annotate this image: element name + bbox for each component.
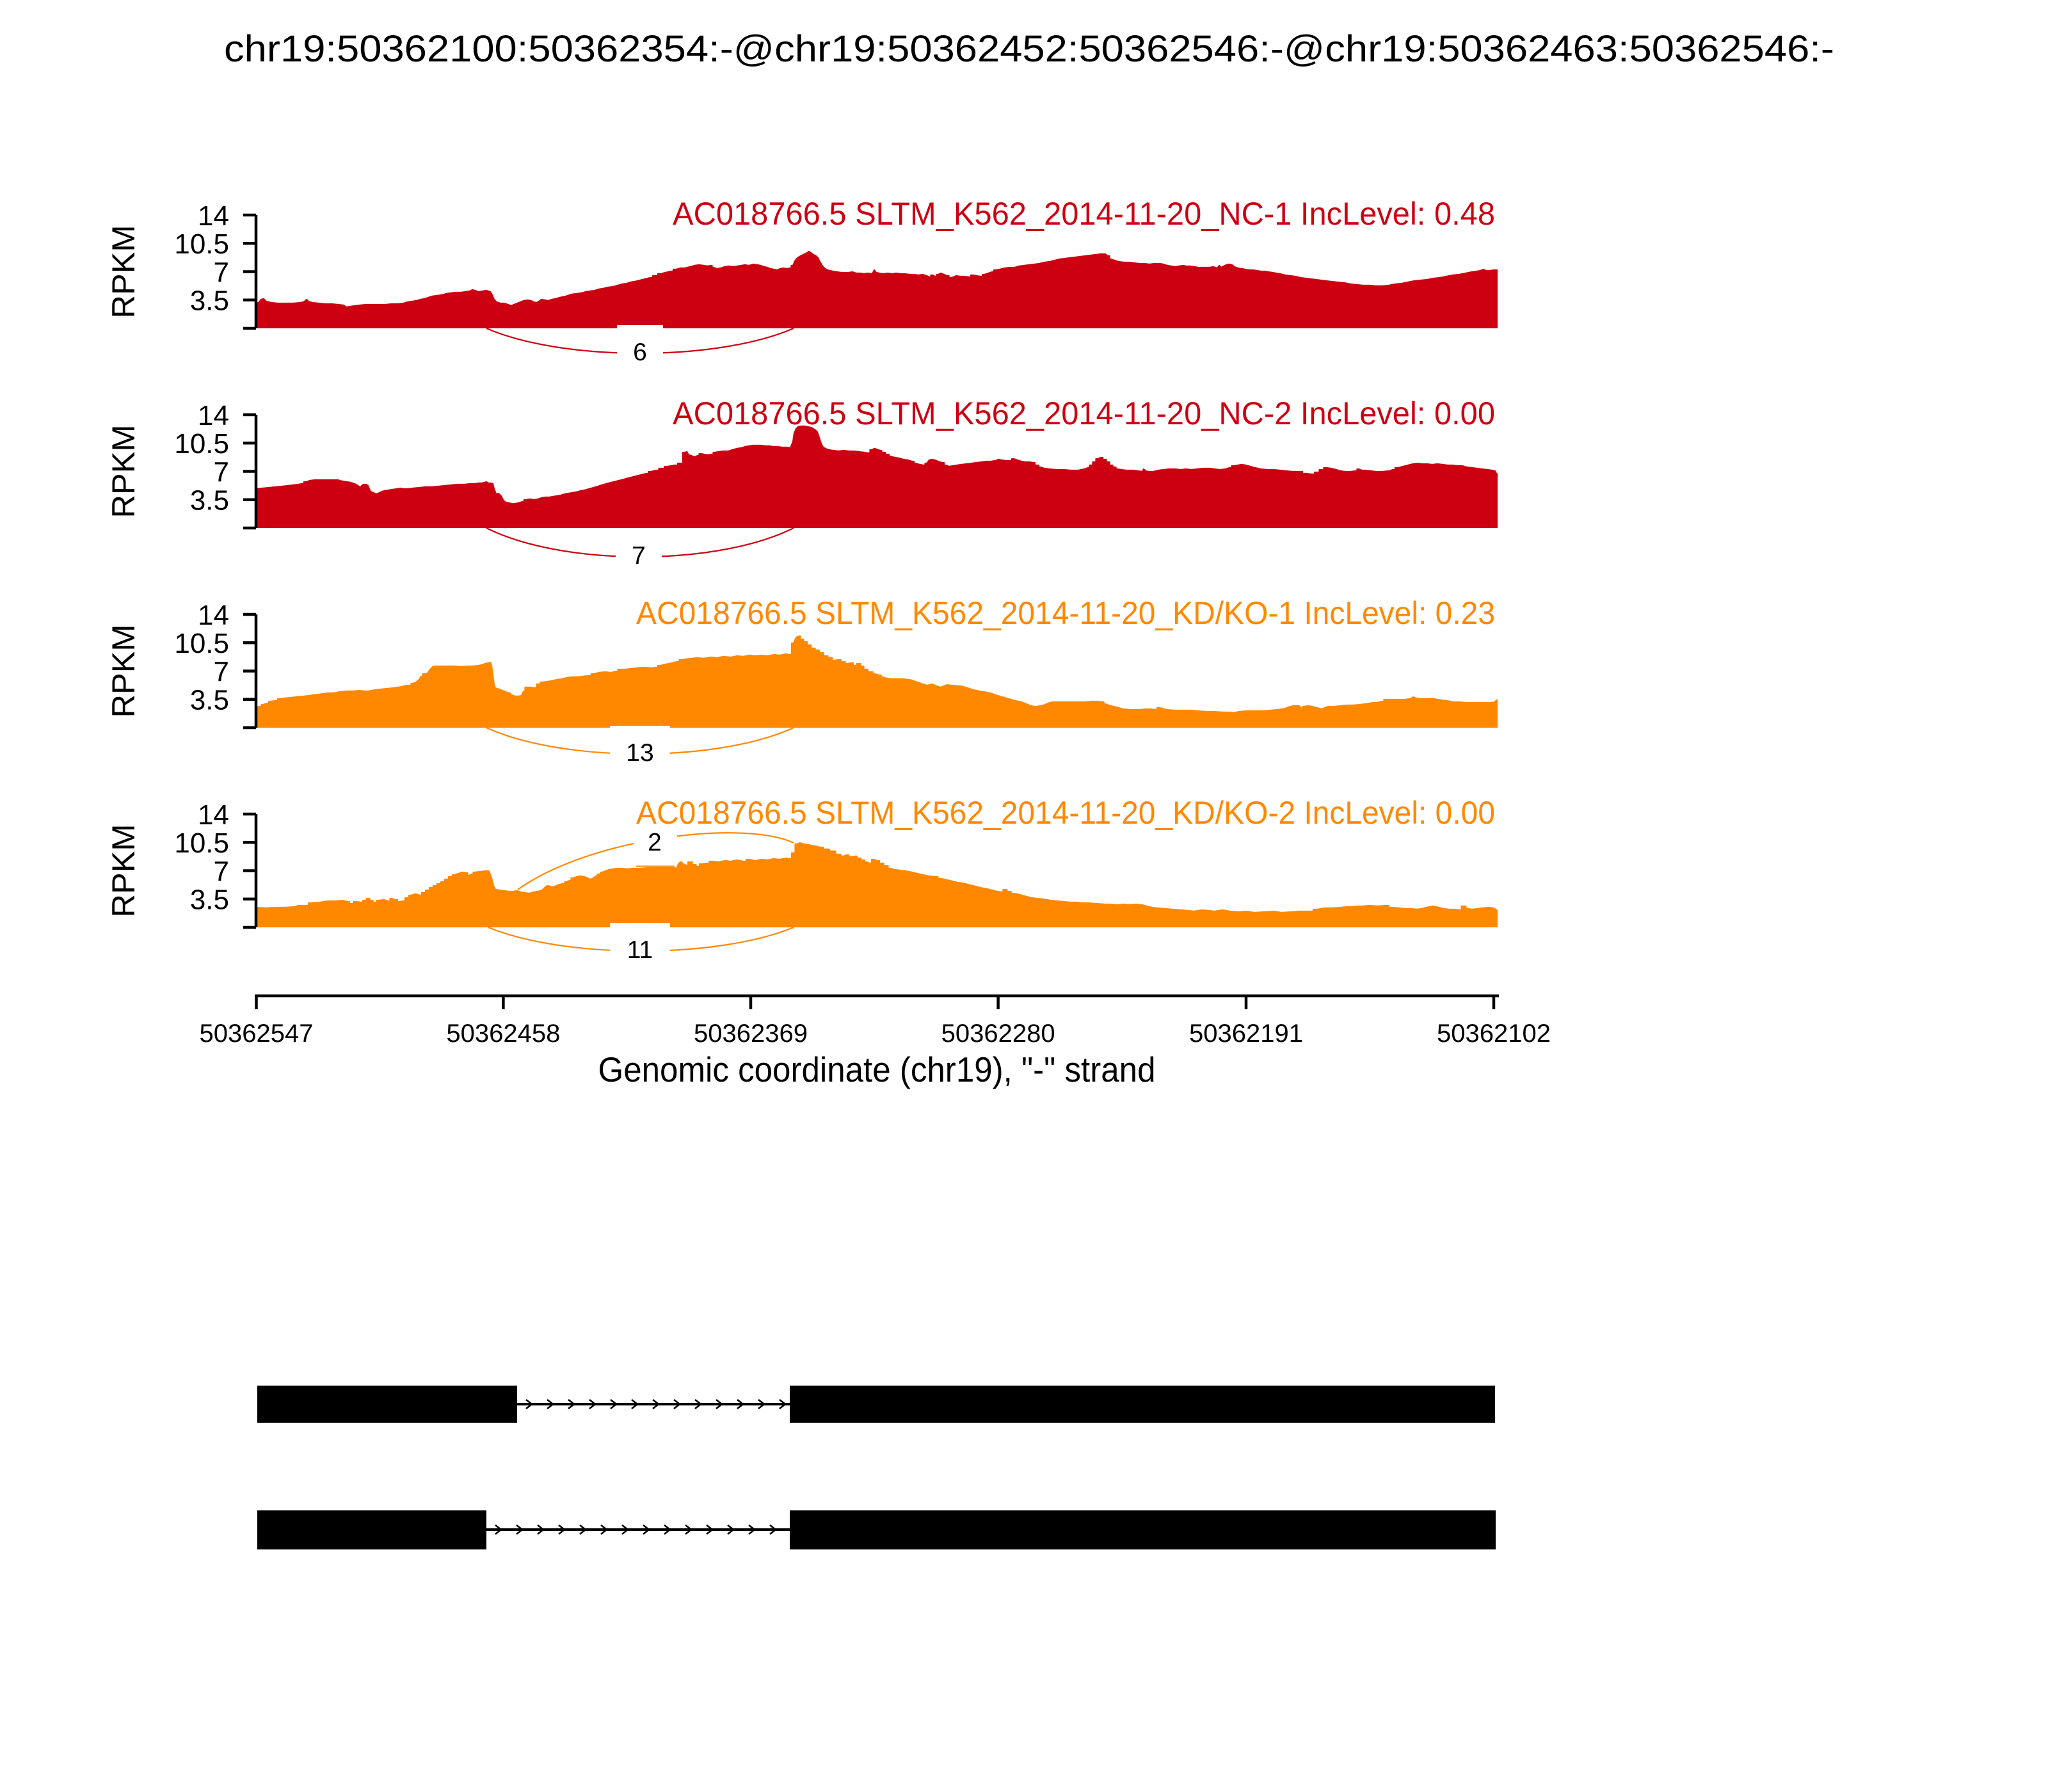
svg-text:11: 11 <box>627 936 653 964</box>
svg-text:AC018766.5 SLTM_K562_2014-11-2: AC018766.5 SLTM_K562_2014-11-20_KD/KO-1 … <box>636 595 1495 631</box>
svg-text:7: 7 <box>214 856 229 888</box>
svg-text:6: 6 <box>633 339 647 366</box>
svg-text:3.5: 3.5 <box>190 884 229 916</box>
svg-text:10.5: 10.5 <box>174 228 229 260</box>
svg-text:50362102: 50362102 <box>1437 1020 1551 1048</box>
svg-text:7: 7 <box>214 657 229 688</box>
svg-text:AC018766.5 SLTM_K562_2014-11-2: AC018766.5 SLTM_K562_2014-11-20_NC-2 Inc… <box>673 396 1495 431</box>
svg-text:13: 13 <box>626 739 653 767</box>
svg-text:RPKM: RPKM <box>106 625 141 718</box>
svg-text:10.5: 10.5 <box>174 628 229 659</box>
svg-text:AC018766.5 SLTM_K562_2014-11-2: AC018766.5 SLTM_K562_2014-11-20_NC-1 Inc… <box>673 196 1495 232</box>
svg-text:chr19:50362100:50362354:-@chr1: chr19:50362100:50362354:-@chr19:50362452… <box>224 28 1834 70</box>
svg-text:10.5: 10.5 <box>174 828 229 859</box>
svg-text:AC018766.5 SLTM_K562_2014-11-2: AC018766.5 SLTM_K562_2014-11-20_KD/KO-2 … <box>636 795 1495 831</box>
svg-text:7: 7 <box>214 257 229 289</box>
svg-text:RPKM: RPKM <box>106 225 141 319</box>
svg-text:2: 2 <box>648 829 662 856</box>
svg-text:50362280: 50362280 <box>941 1020 1055 1048</box>
svg-text:RPKM: RPKM <box>106 824 141 918</box>
svg-text:14: 14 <box>198 799 229 831</box>
svg-text:10.5: 10.5 <box>174 428 229 460</box>
svg-text:7: 7 <box>632 542 646 570</box>
svg-text:50362547: 50362547 <box>200 1020 314 1048</box>
svg-text:14: 14 <box>198 200 229 232</box>
svg-text:Genomic coordinate (chr19), "-: Genomic coordinate (chr19), "-" strand <box>598 1050 1156 1089</box>
svg-text:3.5: 3.5 <box>190 485 229 516</box>
svg-text:7: 7 <box>214 457 229 488</box>
svg-text:50362458: 50362458 <box>446 1020 560 1048</box>
svg-text:3.5: 3.5 <box>190 285 229 317</box>
svg-text:14: 14 <box>198 400 229 431</box>
svg-text:14: 14 <box>198 600 229 631</box>
svg-text:RPKM: RPKM <box>106 425 141 518</box>
svg-text:50362191: 50362191 <box>1189 1020 1303 1048</box>
svg-text:3.5: 3.5 <box>190 685 229 716</box>
svg-text:50362369: 50362369 <box>694 1020 808 1048</box>
